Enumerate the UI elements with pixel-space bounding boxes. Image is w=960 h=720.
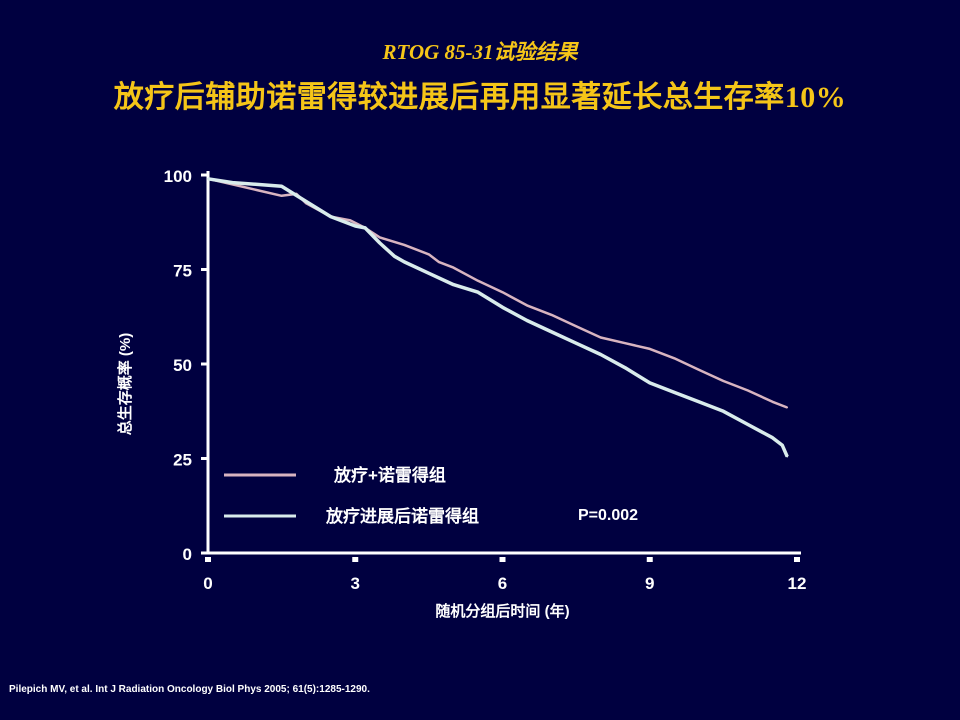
series-point-1: [501, 291, 504, 294]
legend-label-2: 放疗进展后诺雷得组: [325, 506, 479, 526]
chart-series: [207, 177, 789, 458]
x-tick: [205, 557, 211, 562]
x-tick: [646, 557, 653, 562]
series-line-1: [207, 177, 788, 409]
x-tick-label: 12: [788, 574, 807, 593]
series-point-2: [305, 200, 308, 203]
series-point-2: [378, 242, 381, 244]
series-point-2: [364, 227, 366, 229]
series-point-2: [403, 261, 406, 263]
series-point-1: [349, 219, 352, 222]
x-tick-label: 9: [645, 574, 654, 593]
series-point-2: [550, 330, 553, 333]
series-point-1: [599, 336, 602, 339]
series-point-2: [575, 342, 578, 345]
series-point-2: [207, 177, 209, 180]
series-point-1: [437, 261, 440, 263]
series-point-1: [771, 400, 774, 403]
series-line-2: [207, 177, 789, 458]
series-point-2: [256, 183, 258, 186]
p-value-annotation: P=0.002: [578, 507, 638, 524]
chart-axes: [201, 171, 801, 562]
series-point-2: [781, 444, 784, 447]
y-axis-label: 总生存概率 (%): [116, 333, 134, 436]
y-tick-label: 50: [173, 356, 192, 375]
legend-label-1: 放疗+诺雷得组: [333, 465, 446, 485]
x-tick: [794, 557, 800, 562]
x-tick: [499, 557, 506, 562]
series-point-1: [722, 380, 725, 382]
series-point-1: [575, 325, 578, 328]
series-point-1: [280, 194, 283, 197]
series-point-2: [648, 382, 651, 384]
x-axis-label: 随机分组后时间 (年): [435, 602, 569, 620]
slide-title-percent: 10%: [784, 81, 847, 114]
series-point-1: [697, 368, 700, 371]
y-tick-label: 0: [183, 545, 192, 564]
series-point-1: [256, 189, 258, 192]
y-tick-label: 25: [173, 451, 192, 470]
series-point-1: [526, 304, 528, 307]
y-tick-label: 75: [173, 262, 192, 281]
series-point-2: [722, 410, 725, 413]
series-point-2: [329, 215, 332, 218]
x-tick-label: 6: [498, 574, 507, 593]
series-point-2: [786, 455, 789, 458]
series-point-2: [673, 391, 676, 394]
slide-title: 放疗后辅助诺雷得较进展后再用显著延长总生存率10%: [0, 72, 960, 116]
slide-subtitle: RTOG 85-31试验结果: [382, 40, 578, 64]
series-point-1: [786, 406, 789, 409]
x-tick-label: 0: [203, 574, 212, 593]
series-point-1: [550, 313, 553, 316]
series-point-2: [501, 306, 504, 309]
x-tick: [352, 557, 359, 562]
slide-title-main: 放疗后辅助诺雷得较进展后再用显著延长总生存率: [113, 81, 785, 114]
series-point-2: [427, 272, 430, 275]
series-point-2: [624, 366, 627, 369]
x-tick-label: 3: [351, 574, 360, 593]
series-point-2: [393, 255, 396, 258]
series-point-1: [747, 389, 749, 392]
series-point-1: [378, 236, 381, 239]
y-tick-label: 100: [164, 167, 192, 186]
citation: Pilepich MV, et al. Int J Radiation Onco…: [9, 684, 370, 695]
series-point-1: [427, 253, 430, 256]
series-point-2: [526, 319, 528, 322]
series-point-2: [231, 181, 234, 184]
series-point-1: [673, 357, 676, 360]
series-point-1: [403, 244, 406, 246]
series-point-2: [354, 225, 357, 227]
series-point-2: [747, 423, 749, 426]
chart-labels: 0 25 50 75 100 0 3 6 9 12 随机分组后时间 (年) 总生存概率 (%) P=0.…: [116, 167, 806, 620]
series-point-2: [280, 185, 283, 188]
series-point-1: [624, 342, 627, 345]
series-point-2: [697, 400, 700, 403]
series-point-2: [599, 353, 602, 356]
series-point-2: [477, 291, 479, 294]
series-point-2: [452, 283, 455, 286]
series-point-1: [452, 266, 455, 269]
series-point-1: [477, 279, 479, 282]
series-point-1: [648, 347, 651, 350]
series-point-2: [771, 436, 774, 439]
